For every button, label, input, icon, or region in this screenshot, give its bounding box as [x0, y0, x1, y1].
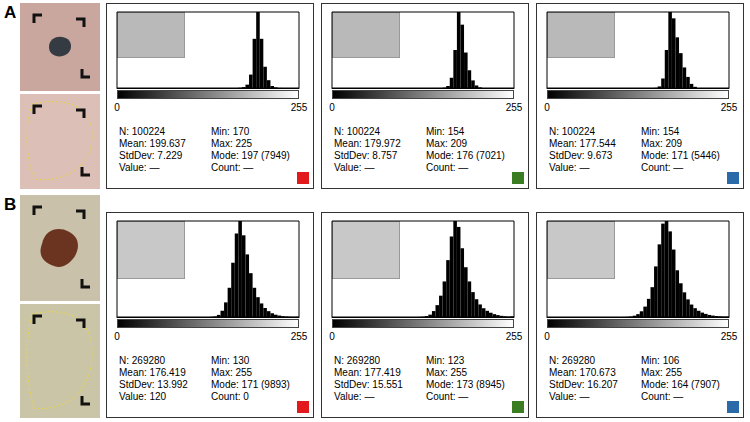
html-text:Count: —: Count: — — [426, 162, 469, 173]
html-text:StdDev: 7.229: StdDev: 7.229 — [119, 150, 183, 161]
svg-text:0: 0 — [329, 102, 335, 113]
html-text:Count: —: Count: — — [641, 391, 684, 402]
html-text:N: 100224: N: 100224 — [549, 126, 596, 137]
svg-text:0: 0 — [544, 331, 550, 342]
html-text:Value: —: Value: — — [334, 391, 375, 402]
html-text:Min: 154: Min: 154 — [641, 126, 680, 137]
html-text:Count: 0: Count: 0 — [211, 391, 249, 402]
html-text:N: 269280: N: 269280 — [549, 355, 596, 366]
html-text:Mean: 199.637: Mean: 199.637 — [119, 138, 186, 149]
svg-text:255: 255 — [721, 102, 738, 113]
html-text:Value: —: Value: — — [119, 162, 160, 173]
html-text:N: 100224: N: 100224 — [119, 126, 166, 137]
svg-text:255: 255 — [721, 331, 738, 342]
html-text:Mode: 171 (9893): Mode: 171 (9893) — [211, 379, 290, 390]
html-text:Count: —: Count: — — [641, 162, 684, 173]
svg-text:0: 0 — [329, 331, 335, 342]
html-text:Min: 130: Min: 130 — [211, 355, 250, 366]
html-text:StdDev: 13.992: StdDev: 13.992 — [119, 379, 188, 390]
html-text:Mean: 170.673: Mean: 170.673 — [549, 367, 616, 378]
html-text:Max: 255: Max: 255 — [641, 367, 683, 378]
html-text:Max: 225: Max: 225 — [211, 138, 253, 149]
html-text:Max: 209: Max: 209 — [426, 138, 468, 149]
html-text:Min: 123: Min: 123 — [426, 355, 465, 366]
html-text:Mode: 176 (7021): Mode: 176 (7021) — [426, 150, 505, 161]
html-text:Mode: 197 (7949): Mode: 197 (7949) — [211, 150, 290, 161]
html-text:StdDev: 16.207: StdDev: 16.207 — [549, 379, 618, 390]
html-text:N: 100224: N: 100224 — [334, 126, 381, 137]
svg-text:0: 0 — [544, 102, 550, 113]
html-text:Mode: 171 (5446): Mode: 171 (5446) — [641, 150, 720, 161]
html-text:Value: —: Value: — — [549, 162, 590, 173]
html-text:A: A — [4, 3, 17, 22]
html-text:Mean: 177.419: Mean: 177.419 — [334, 367, 401, 378]
svg-text:255: 255 — [291, 331, 308, 342]
svg-text:0: 0 — [114, 331, 120, 342]
svg-text:0: 0 — [114, 102, 120, 113]
svg-text:255: 255 — [291, 102, 308, 113]
html-text:Value: —: Value: — — [334, 162, 375, 173]
svg-text:255: 255 — [506, 331, 523, 342]
html-text:Mode: 164 (7907): Mode: 164 (7907) — [641, 379, 720, 390]
html-text:N: 269280: N: 269280 — [334, 355, 381, 366]
html-text:B: B — [4, 195, 17, 214]
html-text:Min: 106: Min: 106 — [641, 355, 680, 366]
html-text:Mean: 176.419: Mean: 176.419 — [119, 367, 186, 378]
html-text:Mean: 179.972: Mean: 179.972 — [334, 138, 401, 149]
html-text:Min: 154: Min: 154 — [426, 126, 465, 137]
html-text:N: 269280: N: 269280 — [119, 355, 166, 366]
html-text:Max: 209: Max: 209 — [641, 138, 683, 149]
svg-text:255: 255 — [506, 102, 523, 113]
html-text:Value: 120: Value: 120 — [119, 391, 167, 402]
html-text:StdDev: 9.673: StdDev: 9.673 — [549, 150, 613, 161]
html-text:Value: —: Value: — — [549, 391, 590, 402]
html-text:Max: 255: Max: 255 — [211, 367, 253, 378]
html-text:Mode: 173 (8945): Mode: 173 (8945) — [426, 379, 505, 390]
html-text:Min: 170: Min: 170 — [211, 126, 250, 137]
html-text:Max: 255: Max: 255 — [426, 367, 468, 378]
html-text:StdDev: 8.757: StdDev: 8.757 — [334, 150, 398, 161]
html-text:Count: —: Count: — — [211, 162, 254, 173]
html-text:StdDev: 15.551: StdDev: 15.551 — [334, 379, 403, 390]
html-text:Count: —: Count: — — [426, 391, 469, 402]
html-text:Mean: 177.544: Mean: 177.544 — [549, 138, 616, 149]
